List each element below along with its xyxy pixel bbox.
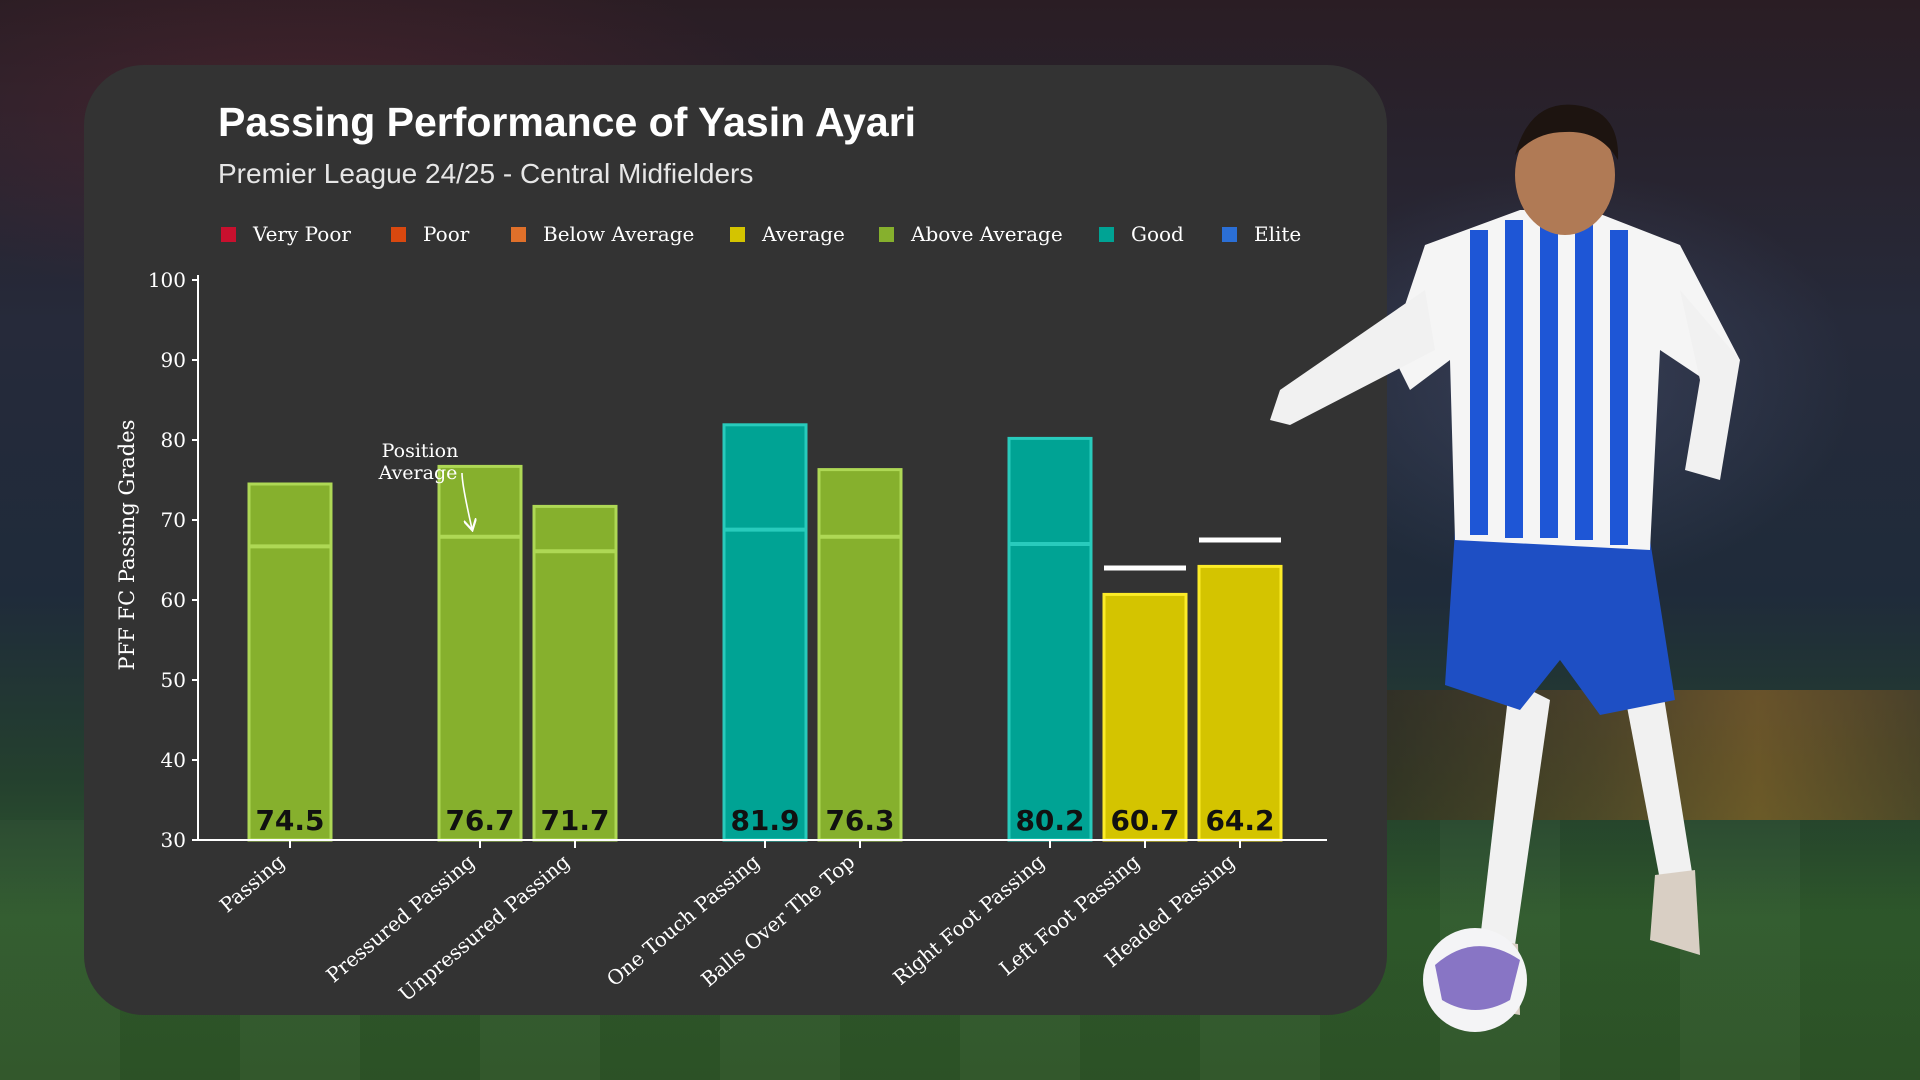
player-hair: [1515, 104, 1619, 160]
legend-swatch-2: [511, 227, 526, 242]
chart-card: Passing Performance of Yasin Ayari Premi…: [84, 65, 1387, 1015]
y-tick-label-0: 30: [161, 828, 186, 852]
y-tick-label-3: 60: [161, 588, 186, 612]
bar-4: [817, 468, 903, 842]
legend-label-3: Average: [761, 222, 845, 246]
player-arm-right: [1680, 290, 1740, 480]
annotation-text-1: Average: [378, 462, 458, 484]
chart-subtitle: Premier League 24/25 - Central Midfielde…: [218, 158, 753, 189]
x-tick-label-4: Balls Over The Top: [696, 849, 859, 991]
player-head: [1515, 115, 1615, 235]
legend-swatch-1: [391, 227, 406, 242]
player-arm-left: [1270, 290, 1435, 425]
player-shorts: [1445, 530, 1675, 715]
legend-label-1: Poor: [423, 222, 470, 246]
player-boot-right: [1650, 870, 1700, 955]
value-label-7: 64.2: [1205, 804, 1274, 837]
value-label-4: 76.3: [825, 804, 894, 837]
y-tick-label-1: 40: [161, 748, 186, 772]
bar-2: [532, 504, 618, 842]
football-pattern: [1435, 946, 1520, 1010]
legend-label-6: Elite: [1254, 222, 1301, 246]
x-tick-label-0: Passing: [215, 849, 290, 917]
legend-swatch-4: [879, 227, 894, 242]
value-label-3: 81.9: [730, 804, 799, 837]
legend-label-2: Below Average: [543, 222, 694, 246]
bar-chart: Passing Performance of Yasin Ayari Premi…: [115, 99, 1327, 1006]
legend-label-5: Good: [1131, 222, 1184, 246]
chart-legend: Very Poor Poor Below Average Average Above A…: [221, 222, 1301, 246]
value-label-6: 60.7: [1110, 804, 1179, 837]
legend-swatch-0: [221, 227, 236, 242]
annotation-text-0: Position: [382, 440, 459, 462]
y-tick-label-6: 90: [161, 348, 186, 372]
legend-label-4: Above Average: [910, 222, 1063, 246]
y-tick-label-2: 50: [161, 668, 186, 692]
value-label-0: 74.5: [255, 804, 324, 837]
legend-swatch-6: [1222, 227, 1237, 242]
y-tick-label-5: 80: [161, 428, 186, 452]
player-shirt: [1390, 210, 1740, 550]
legend-label-0: Very Poor: [252, 222, 351, 246]
x-tick-label-3: One Touch Passing: [602, 849, 764, 991]
bar-5: [1007, 436, 1093, 842]
bar-1: [437, 464, 523, 842]
bars: 74.5 76.7 71.7 81.9 76.3 80.2 60.7 64.2: [247, 423, 1283, 842]
shirt-stripes: [1470, 218, 1628, 545]
bar-3: [722, 423, 808, 842]
value-label-1: 76.7: [445, 804, 514, 837]
value-label-2: 71.7: [540, 804, 609, 837]
x-tick-label-5: Right Foot Passing: [888, 849, 1049, 990]
x-tick-label-2: Unpressured Passing: [394, 849, 574, 1006]
y-axis: 30 40 50 60 70 80 90 100: [148, 268, 199, 852]
bar-7: [1197, 564, 1283, 842]
y-axis-label: PFF FC Passing Grades: [115, 420, 139, 671]
player-photo: [1270, 104, 1740, 1032]
legend-swatch-5: [1099, 227, 1114, 242]
value-label-5: 80.2: [1015, 804, 1084, 837]
chart-title: Passing Performance of Yasin Ayari: [218, 99, 916, 145]
legend-swatch-3: [730, 227, 745, 242]
bar-0: [247, 482, 333, 842]
annotation-arrow: [461, 472, 472, 529]
player-leg-right: [1620, 660, 1692, 880]
player-leg-left: [1480, 680, 1550, 945]
y-tick-label-7: 100: [148, 268, 186, 292]
y-tick-label-4: 70: [161, 508, 186, 532]
